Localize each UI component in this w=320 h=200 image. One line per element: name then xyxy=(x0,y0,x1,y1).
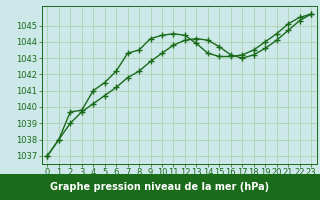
Text: Graphe pression niveau de la mer (hPa): Graphe pression niveau de la mer (hPa) xyxy=(51,182,269,192)
